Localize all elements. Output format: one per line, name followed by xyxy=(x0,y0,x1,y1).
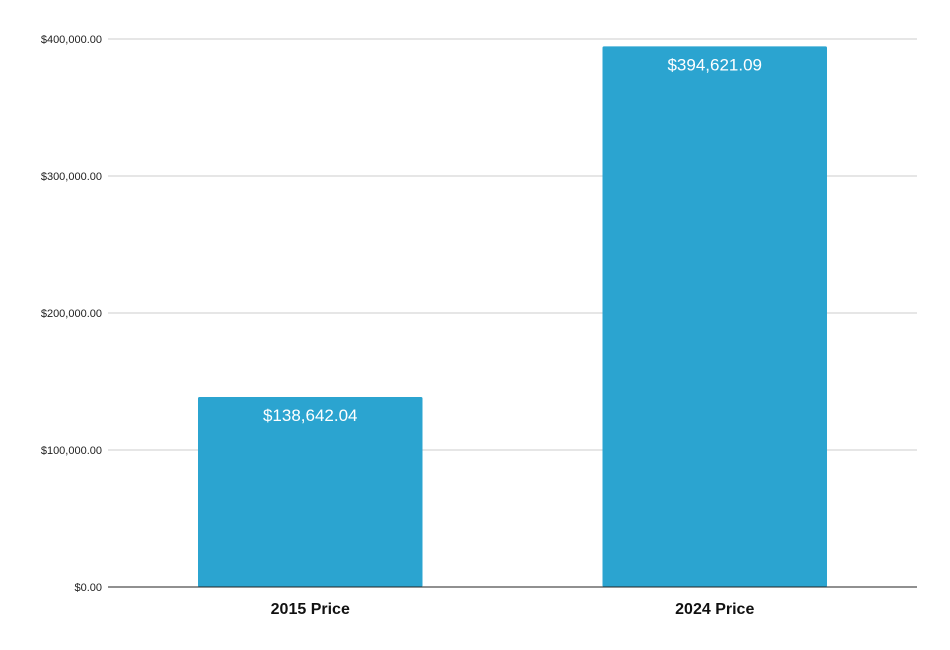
x-category-label: 2024 Price xyxy=(675,601,754,618)
y-tick-label: $300,000.00 xyxy=(41,171,102,183)
y-tick-label: $100,000.00 xyxy=(41,445,102,457)
x-axis-categories: 2015 Price 2024 Price xyxy=(271,601,755,618)
bars: $138,642.04 $394,621.09 xyxy=(198,46,827,588)
bar-data-label: $138,642.04 xyxy=(263,406,358,425)
y-axis-ticks: $0.00 $100,000.00 $200,000.00 $300,000.00 $4… xyxy=(41,34,102,594)
x-category-label: 2015 Price xyxy=(271,601,350,618)
bar-1 xyxy=(198,397,423,587)
y-tick-label: $200,000.00 xyxy=(41,308,102,320)
bar-data-label: $394,621.09 xyxy=(667,55,762,74)
y-tick-label: $0.00 xyxy=(74,582,102,594)
y-tick-label: $400,000.00 xyxy=(41,34,102,46)
bar-2 xyxy=(602,46,827,588)
